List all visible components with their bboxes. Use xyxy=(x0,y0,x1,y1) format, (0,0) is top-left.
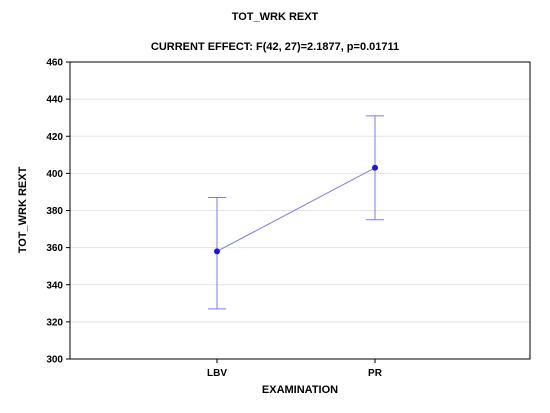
y-axis: 300 320 340 360 380 400 420 440 460 xyxy=(46,58,70,366)
data-point xyxy=(372,164,378,171)
y-tick-label: 420 xyxy=(46,132,63,143)
data-point xyxy=(214,248,220,255)
x-axis-label: EXAMINATION xyxy=(262,384,338,396)
y-tick-label: 400 xyxy=(46,169,63,180)
y-tick-label: 440 xyxy=(46,95,63,106)
y-tick-label: 360 xyxy=(46,243,63,254)
y-tick-label: 460 xyxy=(46,58,63,69)
series xyxy=(208,115,384,310)
x-tick-label: LBV xyxy=(207,368,227,379)
grid xyxy=(70,98,530,323)
x-tick-label: PR xyxy=(368,368,383,379)
y-tick-label: 300 xyxy=(46,355,63,366)
y-axis-label: TOT_WRK REXT xyxy=(17,166,29,253)
series-line xyxy=(216,167,376,252)
x-axis: LBV PR xyxy=(207,359,383,379)
y-tick-label: 340 xyxy=(46,280,63,291)
y-tick-label: 320 xyxy=(46,317,63,328)
chart-title: TOT_WRK REXT xyxy=(232,11,319,23)
y-tick-label: 380 xyxy=(46,206,63,217)
chart-subtitle: CURRENT EFFECT: F(42, 27)=2.1877, p=0.01… xyxy=(151,41,399,53)
